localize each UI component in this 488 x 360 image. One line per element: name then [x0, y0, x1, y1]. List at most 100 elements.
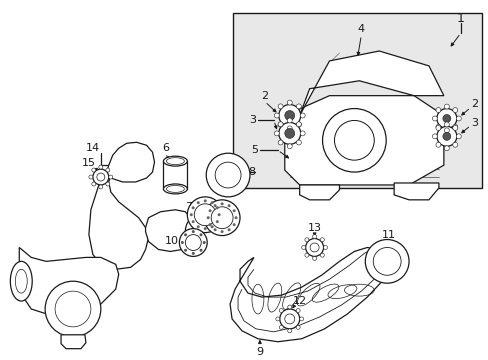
Circle shape: [187, 197, 223, 233]
Circle shape: [92, 182, 96, 186]
Circle shape: [323, 246, 327, 249]
Circle shape: [181, 241, 183, 244]
Circle shape: [215, 220, 218, 223]
Polygon shape: [393, 183, 438, 200]
Circle shape: [300, 113, 305, 118]
Text: 2: 2: [470, 99, 478, 109]
Circle shape: [278, 140, 283, 145]
Circle shape: [220, 230, 223, 233]
Circle shape: [210, 225, 213, 228]
Circle shape: [287, 305, 291, 309]
Ellipse shape: [185, 219, 201, 244]
Polygon shape: [299, 51, 443, 116]
Text: 14: 14: [85, 143, 100, 153]
Circle shape: [191, 252, 194, 255]
Text: 7: 7: [185, 202, 192, 212]
Circle shape: [312, 235, 316, 239]
Circle shape: [278, 104, 283, 109]
Circle shape: [312, 256, 316, 260]
Circle shape: [203, 241, 205, 244]
Circle shape: [444, 122, 448, 127]
Text: 4: 4: [357, 24, 364, 34]
Circle shape: [194, 204, 216, 226]
Circle shape: [196, 225, 199, 228]
Circle shape: [287, 329, 291, 333]
Circle shape: [320, 238, 324, 242]
Circle shape: [372, 247, 400, 275]
Circle shape: [299, 317, 303, 321]
Circle shape: [234, 216, 237, 219]
Circle shape: [199, 249, 202, 252]
Circle shape: [435, 125, 440, 129]
Circle shape: [189, 213, 192, 216]
Circle shape: [452, 142, 457, 147]
Circle shape: [232, 209, 235, 212]
Circle shape: [89, 175, 93, 179]
Circle shape: [296, 122, 301, 127]
Text: 8: 8: [247, 167, 254, 177]
Polygon shape: [230, 247, 388, 342]
Circle shape: [320, 253, 324, 257]
Circle shape: [105, 182, 110, 186]
Circle shape: [185, 235, 201, 251]
Circle shape: [208, 209, 211, 212]
Text: 11: 11: [382, 230, 395, 239]
Circle shape: [191, 220, 194, 223]
Circle shape: [455, 134, 460, 139]
Circle shape: [278, 122, 283, 127]
Text: 3: 3: [471, 118, 478, 129]
Circle shape: [431, 116, 436, 121]
Circle shape: [442, 114, 450, 122]
Text: 5: 5: [250, 145, 257, 155]
Circle shape: [211, 207, 233, 229]
Circle shape: [203, 199, 206, 202]
Circle shape: [444, 128, 448, 133]
Polygon shape: [145, 210, 193, 251]
Circle shape: [274, 113, 279, 118]
Circle shape: [206, 216, 209, 219]
Circle shape: [305, 239, 323, 256]
Circle shape: [183, 233, 187, 236]
Circle shape: [215, 162, 241, 188]
Circle shape: [365, 239, 408, 283]
Circle shape: [452, 108, 457, 113]
Circle shape: [444, 104, 448, 109]
Circle shape: [296, 309, 300, 312]
Circle shape: [213, 204, 216, 207]
Circle shape: [196, 201, 199, 204]
Circle shape: [215, 206, 218, 209]
Circle shape: [452, 125, 457, 130]
Text: 12: 12: [292, 296, 306, 306]
Circle shape: [105, 168, 110, 172]
Circle shape: [435, 108, 440, 113]
Circle shape: [274, 131, 279, 136]
Circle shape: [431, 134, 436, 139]
Circle shape: [322, 109, 386, 172]
Circle shape: [191, 206, 194, 209]
Circle shape: [208, 223, 211, 226]
Circle shape: [304, 238, 308, 242]
Polygon shape: [89, 175, 148, 269]
Circle shape: [232, 223, 235, 226]
Circle shape: [300, 131, 305, 136]
Text: 9: 9: [256, 347, 263, 357]
Circle shape: [452, 125, 457, 129]
Circle shape: [304, 253, 308, 257]
Circle shape: [284, 129, 294, 138]
Ellipse shape: [163, 156, 187, 166]
Circle shape: [435, 142, 440, 147]
Circle shape: [296, 140, 301, 145]
Circle shape: [199, 233, 202, 236]
Text: 15: 15: [81, 158, 96, 168]
Circle shape: [206, 153, 249, 197]
Circle shape: [444, 146, 448, 151]
Circle shape: [286, 144, 292, 149]
Circle shape: [278, 105, 300, 126]
Circle shape: [442, 132, 450, 140]
Circle shape: [278, 122, 283, 127]
Circle shape: [279, 309, 283, 312]
Polygon shape: [105, 142, 154, 182]
Circle shape: [179, 229, 207, 256]
Circle shape: [296, 122, 301, 127]
Polygon shape: [61, 335, 86, 349]
